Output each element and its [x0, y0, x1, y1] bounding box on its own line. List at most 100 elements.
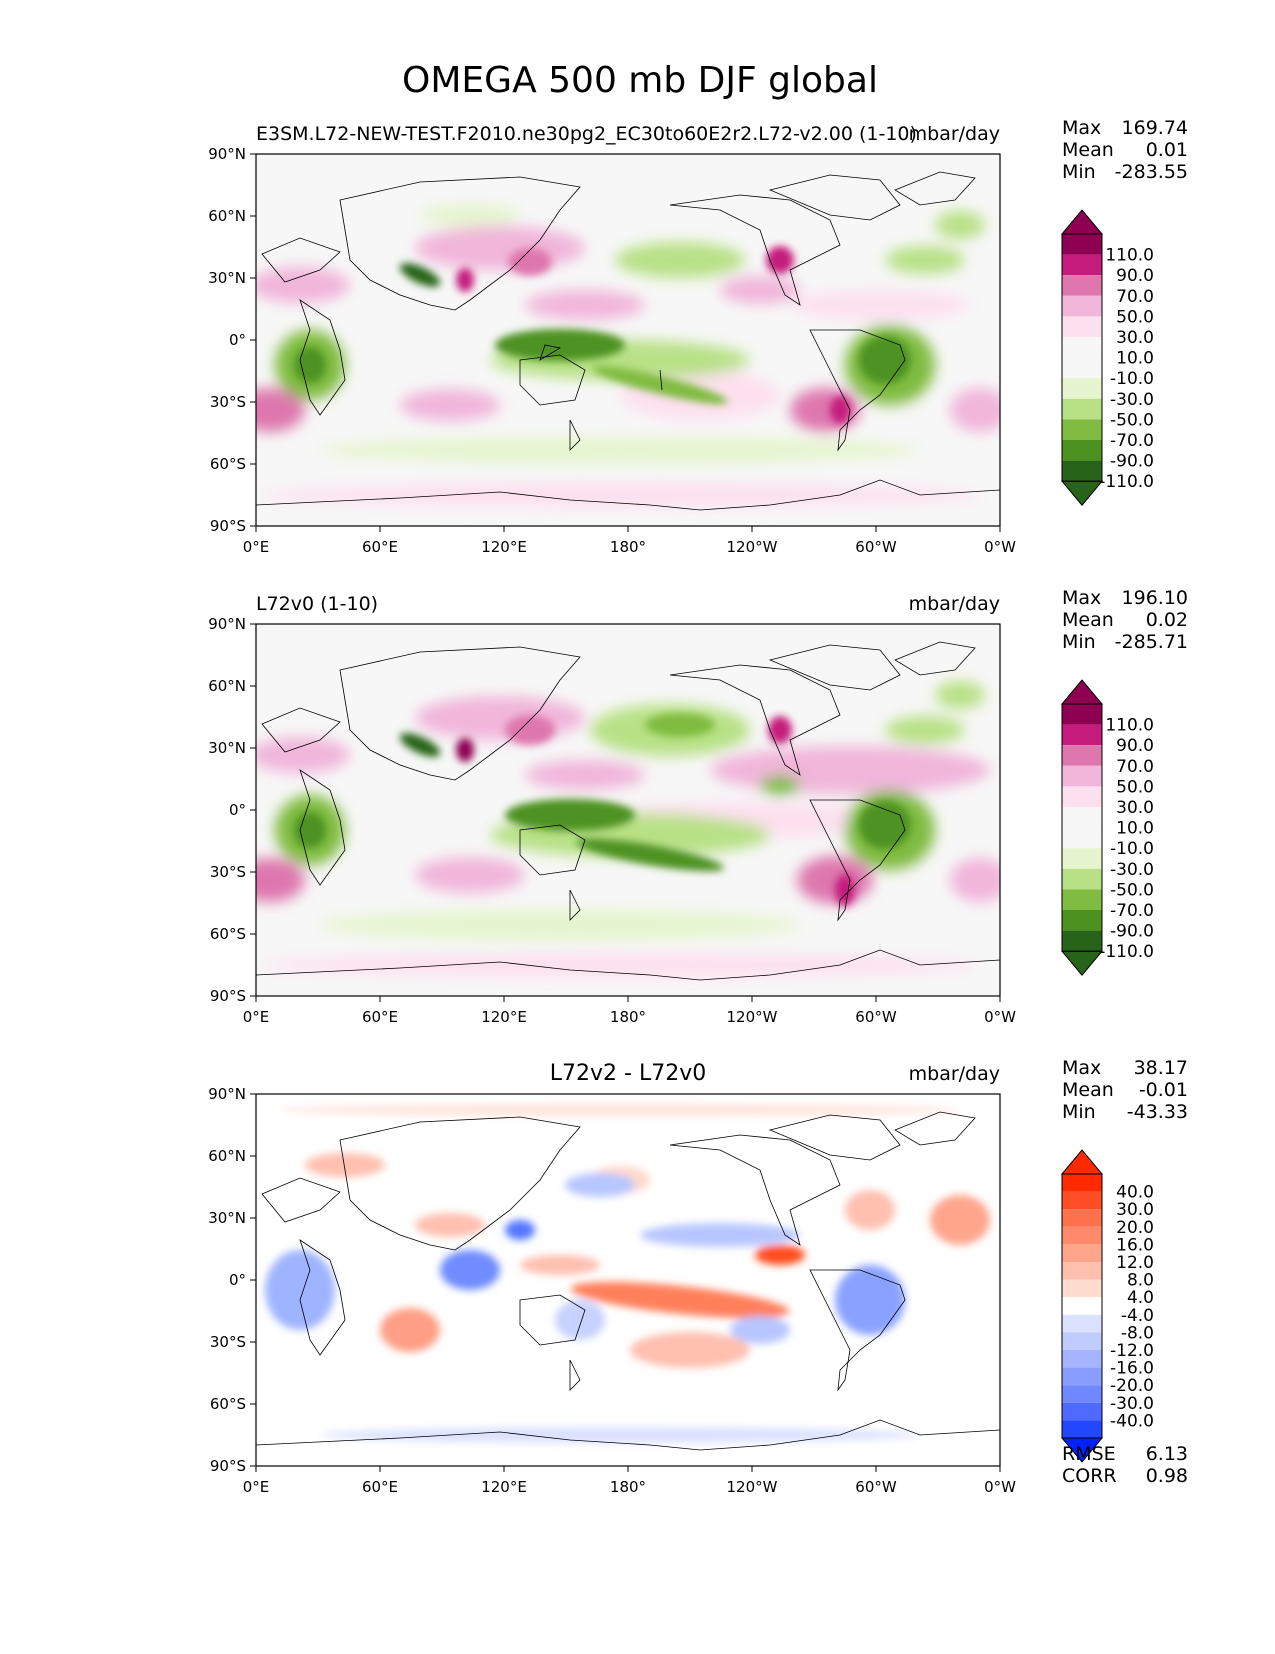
- panel-2-map: [256, 624, 1000, 996]
- colorbar-label: 30.0: [1116, 328, 1154, 348]
- stat-value: -283.55: [1115, 161, 1188, 183]
- colorbar-label: 110.0: [1105, 716, 1154, 736]
- colorbar-extend-under: [1060, 950, 1104, 976]
- colorbar-segment: [1062, 704, 1102, 725]
- colorbar-label: 10.0: [1116, 819, 1154, 839]
- x-tick-label: 60°W: [855, 538, 897, 556]
- colorbar-segment: [1062, 1244, 1102, 1262]
- colorbar-label: -20.0: [1110, 1376, 1154, 1396]
- colorbar-segment: [1062, 1191, 1102, 1210]
- colorbar-label: 12.0: [1116, 1253, 1154, 1273]
- stat-label: Mean: [1062, 1079, 1114, 1101]
- stat-label: Mean: [1062, 139, 1114, 161]
- x-tick-label: 120°W: [727, 538, 778, 556]
- colorbar-label: -70.0: [1110, 901, 1154, 921]
- y-tick-label: 30°S: [210, 1333, 246, 1351]
- y-tick-label: 60°N: [208, 1147, 246, 1165]
- colorbar-label: 50.0: [1116, 777, 1154, 797]
- x-tick-label: 0°W: [984, 1478, 1016, 1496]
- y-tick-label: 0°: [229, 331, 246, 349]
- colorbar-label: -10.0: [1110, 369, 1154, 389]
- colorbar-segment: [1062, 889, 1102, 910]
- colorbar-label: 16.0: [1116, 1235, 1154, 1255]
- y-tick-label: 60°S: [210, 1395, 246, 1413]
- y-tick-label: 0°: [229, 1271, 246, 1289]
- colorbar-label: 20.0: [1116, 1218, 1154, 1238]
- colorbar-segment: [1062, 234, 1102, 255]
- colorbar-extend-over: [1060, 679, 1104, 705]
- y-tick-label: 90°N: [208, 1085, 246, 1103]
- x-tick-label: 60°W: [855, 1478, 897, 1496]
- colorbar-segment: [1062, 868, 1102, 890]
- y-tick-label: 60°N: [208, 677, 246, 695]
- panel-2: L72v0 (1-10) mbar/day: [255, 593, 1001, 997]
- stat-label: Min: [1062, 161, 1096, 183]
- x-tick-label: 180°: [610, 538, 646, 556]
- colorbar-segment: [1062, 398, 1102, 420]
- colorbar-segment: [1062, 1297, 1102, 1315]
- colorbar-segment: [1062, 848, 1102, 869]
- y-tick-label: 60°S: [210, 455, 246, 473]
- colorbar-segment: [1062, 1174, 1102, 1192]
- panel-3: L72v2 - L72v0 mbar/day: [255, 1061, 1001, 1467]
- colorbar-label: 70.0: [1116, 757, 1154, 777]
- colorbar-label: 70.0: [1116, 287, 1154, 307]
- colorbar-segment: [1062, 1314, 1102, 1333]
- colorbar-label: 10.0: [1116, 349, 1154, 369]
- metric-value: 0.98: [1146, 1465, 1188, 1487]
- colorbar-label: -50.0: [1110, 880, 1154, 900]
- colorbar-label: 90.0: [1116, 266, 1154, 286]
- colorbar-outline: [1061, 1173, 1103, 1439]
- x-tick-label: 120°W: [727, 1478, 778, 1496]
- colorbar-segment: [1062, 337, 1102, 358]
- colorbar-segment: [1062, 910, 1102, 931]
- x-tick-label: 0°W: [984, 1008, 1016, 1026]
- y-tick-label: 30°S: [210, 393, 246, 411]
- x-tick-label: 0°E: [243, 1008, 270, 1026]
- colorbar-segment: [1062, 1332, 1102, 1350]
- figure-title: OMEGA 500 mb DJF global: [402, 60, 878, 101]
- colorbar-segment: [1062, 1226, 1102, 1245]
- colorbar-segment: [1062, 316, 1102, 337]
- colorbar-segment: [1062, 1420, 1102, 1438]
- x-tick-label: 0°E: [243, 538, 270, 556]
- colorbar-segment: [1062, 724, 1102, 746]
- colorbar-label: 30.0: [1116, 1200, 1154, 1220]
- colorbar-label: -40.0: [1110, 1411, 1154, 1431]
- colorbar-segment: [1062, 440, 1102, 461]
- stat-value: -43.33: [1127, 1101, 1188, 1123]
- panel-1-map: [256, 154, 1000, 526]
- panel-3-title-center: L72v2 - L72v0: [550, 1061, 706, 1086]
- y-tick-label: 90°S: [210, 1457, 246, 1475]
- x-tick-label: 60°E: [362, 1478, 398, 1496]
- stat-label: Mean: [1062, 609, 1114, 631]
- stat-label: Max: [1062, 1057, 1101, 1079]
- stat-value: 196.10: [1122, 587, 1188, 609]
- colorbar-segment: [1062, 1262, 1102, 1280]
- colorbar-segment: [1062, 460, 1102, 482]
- y-tick-label: 60°S: [210, 925, 246, 943]
- colorbar-segment: [1062, 765, 1102, 787]
- colorbar-label: 4.0: [1127, 1288, 1154, 1308]
- colorbar-segment: [1062, 378, 1102, 399]
- colorbar-extend-over: [1060, 209, 1104, 235]
- colorbar-segment: [1062, 419, 1102, 440]
- x-tick-label: 120°W: [727, 1008, 778, 1026]
- x-tick-label: 180°: [610, 1478, 646, 1496]
- colorbar-segment: [1062, 254, 1102, 276]
- colorbar-label: 40.0: [1116, 1183, 1154, 1203]
- panel-1-units: mbar/day: [909, 123, 1000, 145]
- x-tick-label: 120°E: [481, 1478, 527, 1496]
- stat-value: -0.01: [1139, 1079, 1188, 1101]
- colorbar-outline: [1061, 703, 1103, 952]
- y-tick-label: 90°S: [210, 517, 246, 535]
- stat-label: Max: [1062, 587, 1101, 609]
- colorbar-label: -30.0: [1110, 390, 1154, 410]
- colorbar-label: 30.0: [1116, 798, 1154, 818]
- generated-annotations: 0°E 60°E 120°E 180° 120°W 60°W 0°W 90°N 60°N 30°N…: [208, 117, 1188, 1496]
- colorbar-label: -90.0: [1110, 922, 1154, 942]
- stat-value: 38.17: [1134, 1057, 1188, 1079]
- stat-label: Min: [1062, 1101, 1096, 1123]
- colorbar-segment: [1062, 1350, 1102, 1368]
